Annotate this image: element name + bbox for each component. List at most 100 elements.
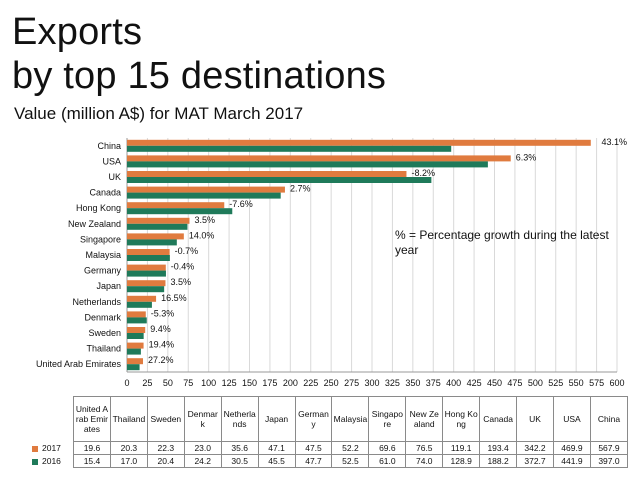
bar-2016 [127,223,188,230]
chart-title: Exports by top 15 destinations [12,10,386,98]
bar-2017 [127,139,591,146]
table-column-header: New Zealand [405,396,444,442]
x-tick-label: 500 [528,378,543,388]
bar-2016 [127,255,170,261]
category-label: UK [108,172,121,182]
table-cell: 193.4 [479,441,518,455]
growth-label: 3.5% [170,277,191,287]
x-tick-label: 250 [324,378,339,388]
category-label: Singapore [80,234,121,244]
growth-label: -0.7% [175,246,199,256]
growth-label: 27.2% [148,355,174,365]
table-column-header: Sweden [146,396,185,442]
growth-label: 19.4% [149,340,175,350]
x-tick-label: 225 [303,378,318,388]
legend-swatch [32,458,38,465]
growth-label: 16.5% [161,293,187,303]
legend-entry: 2016 [28,455,74,468]
growth-label: 9.4% [150,324,171,334]
bar-2016 [127,177,432,183]
growth-label: -0.4% [171,262,195,272]
x-tick-label: 375 [426,378,441,388]
bar-2017 [127,249,170,255]
x-tick-label: 0 [124,378,129,388]
table-cell: 20.4 [146,454,185,468]
growth-label: -8.2% [411,168,435,178]
category-label: Netherlands [72,297,121,307]
growth-note: % = Percentage growth during the latest … [395,228,609,257]
table-cell: 20.3 [109,441,148,455]
x-tick-label: 475 [507,378,522,388]
bar-2017 [127,155,511,162]
bar-2016 [127,208,233,215]
bar-2016 [127,333,144,339]
x-tick-label: 150 [242,378,257,388]
table-cell: 47.5 [294,441,333,455]
x-tick-label: 600 [609,378,624,388]
table-header-row: United Arab Emirates Thailand Sweden Denmar… [28,396,629,442]
table-corner [28,397,74,442]
table-cell: 567.9 [589,441,629,455]
table-cell: 61.0 [368,454,407,468]
x-tick-label: 300 [364,378,379,388]
growth-label: 14.0% [189,230,215,240]
table-column-header: Japan [257,396,296,442]
table-column-header: USA [552,396,591,442]
table-cell: 22.3 [146,441,185,455]
bar-2017 [127,217,190,224]
x-tick-label: 400 [446,378,461,388]
table-cell: 15.4 [73,454,111,468]
category-label: Thailand [86,344,121,354]
category-label: United Arab Emirates [36,359,122,369]
table-column-header: Hong Kong [442,396,481,442]
table-column-header: Netherlands [220,396,259,442]
table-cell: 188.2 [479,454,518,468]
title-line-1: Exports [12,11,143,53]
table-column-header: Denmark [183,396,222,442]
bar-2017 [127,280,166,287]
bar-2017 [127,171,407,177]
table-cell: 47.1 [257,441,296,455]
table-cell: 372.7 [516,454,554,468]
bar-2016 [127,161,488,168]
x-tick-label: 550 [569,378,584,388]
category-label: New Zealand [68,219,121,229]
x-tick-label: 100 [201,378,216,388]
table-cell: 441.9 [552,454,591,468]
table-cell: 47.7 [294,454,333,468]
category-label: Japan [96,281,121,291]
category-label: China [97,141,121,151]
growth-label: 3.5% [194,215,215,225]
title-line-2: by top 15 destinations [12,55,387,97]
x-tick-label: 200 [283,378,298,388]
growth-label: -7.6% [229,199,253,209]
x-tick-label: 50 [163,378,173,388]
category-label: Germany [84,266,122,276]
bar-2017 [127,202,225,209]
table-cell: 35.6 [220,441,259,455]
legend-label: 2016 [42,456,61,466]
bar-2017 [127,342,144,349]
category-label: USA [102,156,121,166]
table-cell: 24.2 [183,454,222,468]
table-cell: 52.2 [331,441,370,455]
table-column-header: United Arab Emirates [73,396,111,442]
legend-entry: 2017 [28,442,74,455]
table-cell: 342.2 [516,441,554,455]
bar-2017 [127,295,157,302]
bar-2016 [127,286,165,293]
bar-2016 [127,317,147,324]
legend-swatch [32,445,38,452]
data-table: United Arab Emirates Thailand Sweden Denmar… [28,396,629,468]
category-label: Hong Kong [76,203,121,213]
table-column-header: Canada [479,396,518,442]
growth-label: 6.3% [516,152,537,162]
table-cell: 128.9 [442,454,481,468]
bar-2016 [127,270,166,277]
table-cell: 397.0 [589,454,629,468]
table-cell: 19.6 [73,441,111,455]
bar-2017 [127,311,146,318]
bar-2016 [127,192,281,199]
bar-chart: 0 25 50 75 100 125 150 175 200 225 250 275 300 325 350… [36,137,627,388]
table-row: 2016 15.4 17.0 20.4 24.2 30.5 45.5 47.7 52.5 61.0… [28,454,629,468]
